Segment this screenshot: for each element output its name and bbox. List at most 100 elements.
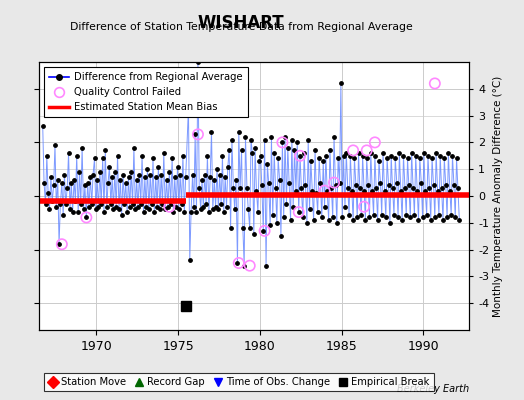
Point — [363, 155, 371, 162]
Point — [180, 209, 189, 215]
Text: Berkeley Earth: Berkeley Earth — [397, 384, 469, 394]
Point — [41, 201, 50, 207]
Point — [47, 174, 55, 180]
Point — [449, 152, 457, 159]
Point — [168, 155, 176, 162]
Point — [123, 209, 132, 215]
Point — [224, 163, 232, 170]
Point — [435, 212, 443, 218]
Point — [315, 155, 323, 162]
Point — [52, 204, 60, 210]
Point — [285, 179, 293, 186]
Point — [176, 171, 184, 178]
Point — [74, 209, 82, 215]
Point — [320, 204, 329, 210]
Point — [199, 204, 208, 210]
Point — [303, 220, 311, 226]
Point — [229, 185, 237, 191]
Point — [99, 155, 107, 162]
Point — [196, 206, 205, 212]
Point — [48, 198, 57, 204]
Point — [214, 206, 223, 212]
Point — [101, 147, 110, 154]
Point — [97, 201, 105, 207]
Point — [391, 155, 399, 162]
Point — [372, 185, 380, 191]
Point — [165, 169, 173, 175]
Point — [51, 142, 59, 148]
Point — [395, 150, 403, 156]
Point — [293, 139, 301, 146]
Point — [308, 188, 316, 194]
Point — [213, 166, 221, 172]
Point — [142, 204, 150, 210]
Point — [431, 80, 439, 87]
Point — [296, 152, 304, 159]
Point — [82, 214, 91, 221]
Point — [282, 201, 291, 207]
Point — [424, 152, 432, 159]
Point — [422, 212, 431, 218]
Point — [333, 220, 341, 226]
Point — [287, 217, 295, 223]
Point — [228, 136, 236, 143]
Point — [322, 152, 330, 159]
Point — [418, 214, 427, 221]
Point — [135, 171, 144, 178]
Point — [225, 147, 233, 154]
Point — [131, 206, 139, 212]
Point — [272, 220, 281, 226]
Point — [274, 155, 282, 162]
Point — [340, 152, 348, 159]
Point — [88, 201, 96, 207]
Point — [356, 185, 364, 191]
Point — [233, 260, 242, 266]
Point — [243, 185, 251, 191]
Point — [89, 171, 97, 178]
Point — [260, 228, 269, 234]
Point — [162, 177, 171, 183]
Point — [341, 204, 349, 210]
Point — [71, 198, 80, 204]
Point — [85, 204, 93, 210]
Point — [309, 217, 318, 223]
Point — [270, 150, 278, 156]
Point — [246, 262, 254, 269]
Point — [294, 209, 303, 215]
Point — [108, 174, 116, 180]
Point — [436, 152, 444, 159]
Point — [420, 150, 428, 156]
Point — [283, 144, 292, 151]
Point — [375, 158, 383, 164]
Point — [39, 123, 47, 130]
Point — [64, 150, 73, 156]
Point — [433, 188, 442, 194]
Point — [403, 155, 412, 162]
Point — [58, 179, 66, 186]
Point — [438, 185, 446, 191]
Point — [376, 179, 385, 186]
Point — [62, 201, 70, 207]
Point — [265, 179, 273, 186]
Point — [173, 163, 182, 170]
Point — [299, 214, 307, 221]
Point — [316, 179, 325, 186]
Point — [232, 177, 240, 183]
Point — [452, 155, 461, 162]
Point — [378, 212, 386, 218]
Point — [246, 225, 254, 231]
Point — [425, 185, 434, 191]
Point — [201, 171, 209, 178]
Point — [146, 171, 155, 178]
Point — [79, 206, 88, 212]
Point — [249, 230, 258, 237]
Point — [153, 204, 161, 210]
Point — [408, 150, 416, 156]
Point — [386, 220, 394, 226]
Point — [181, 174, 190, 180]
Point — [202, 201, 210, 207]
Point — [210, 177, 219, 183]
Point — [127, 169, 135, 175]
Point — [112, 204, 121, 210]
Point — [292, 188, 300, 194]
